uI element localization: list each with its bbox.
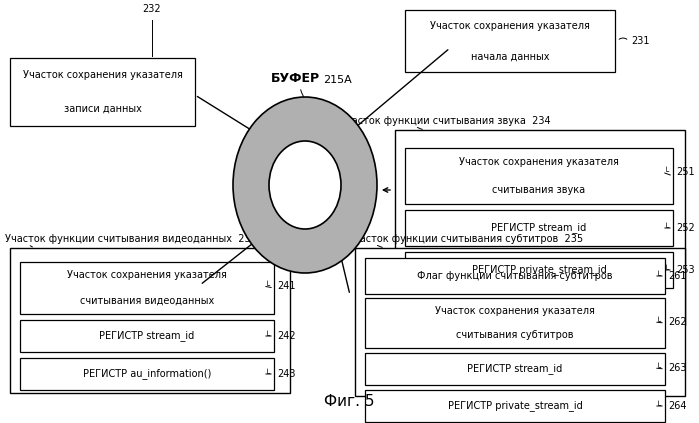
Text: 263: 263 — [668, 363, 686, 373]
Text: Участок функции считывания субтитров  235: Участок функции считывания субтитров 235 — [348, 234, 583, 244]
Text: РЕГИСТР private_stream_id: РЕГИСТР private_stream_id — [472, 264, 606, 275]
Text: └: └ — [656, 363, 661, 373]
Text: Участок сохранения указателя: Участок сохранения указателя — [435, 305, 595, 316]
Text: └: └ — [265, 370, 270, 379]
Text: 251: 251 — [676, 167, 695, 177]
Text: └: └ — [265, 281, 270, 291]
Text: Участок сохранения указателя: Участок сохранения указателя — [67, 270, 227, 280]
Text: └: └ — [656, 401, 661, 410]
Bar — [405, 10, 615, 72]
Bar — [20, 320, 274, 352]
Text: считывания звука: считывания звука — [492, 185, 586, 195]
Text: РЕГИСТР private_stream_id: РЕГИСТР private_stream_id — [447, 401, 582, 412]
Bar — [405, 210, 673, 246]
Text: РЕГИСТР stream_id: РЕГИСТР stream_id — [99, 330, 194, 341]
Bar — [365, 390, 665, 422]
Ellipse shape — [269, 141, 341, 229]
Text: 242: 242 — [277, 331, 296, 341]
Bar — [20, 262, 274, 314]
Text: БУФЕР: БУФЕР — [271, 72, 319, 85]
Text: └: └ — [656, 318, 661, 327]
Text: └: └ — [656, 272, 661, 280]
Ellipse shape — [233, 97, 377, 273]
Text: 264: 264 — [668, 401, 686, 411]
Text: └: └ — [265, 332, 270, 341]
Bar — [20, 358, 274, 390]
Text: Флаг функции считывания субтитров: Флаг функции считывания субтитров — [417, 271, 613, 281]
Bar — [405, 252, 673, 288]
Bar — [365, 353, 665, 385]
Bar — [365, 258, 665, 294]
Text: 261: 261 — [668, 271, 686, 281]
Text: записи данных: записи данных — [64, 104, 141, 114]
Bar — [10, 248, 290, 393]
Text: └: └ — [664, 266, 669, 275]
Text: Фиг. 5: Фиг. 5 — [324, 394, 375, 409]
Text: считывания видеоданных: считывания видеоданных — [80, 296, 214, 306]
Text: └: └ — [664, 223, 669, 233]
Text: 253: 253 — [676, 265, 695, 275]
Text: Участок функции считывания видеоданных  233: Участок функции считывания видеоданных 2… — [5, 234, 257, 244]
Text: РЕГИСТР au_information(): РЕГИСТР au_information() — [82, 368, 211, 379]
Text: 215A: 215A — [323, 75, 352, 85]
Text: └: └ — [664, 168, 669, 176]
Text: 231: 231 — [631, 36, 649, 46]
Text: Участок сохранения указателя: Участок сохранения указателя — [22, 70, 182, 80]
Text: 241: 241 — [277, 281, 296, 291]
Text: 243: 243 — [277, 369, 296, 379]
Bar — [355, 248, 685, 396]
Text: начала данных: начала данных — [470, 52, 549, 61]
Text: 232: 232 — [143, 4, 161, 14]
Bar — [365, 298, 665, 348]
Bar — [10, 58, 195, 126]
Text: 262: 262 — [668, 317, 686, 327]
Text: РЕГИСТР stream_id: РЕГИСТР stream_id — [491, 222, 586, 233]
Bar — [405, 148, 673, 204]
Text: Участок сохранения указателя: Участок сохранения указателя — [459, 157, 619, 167]
Text: Участок сохранения указателя: Участок сохранения указателя — [430, 20, 590, 30]
Bar — [395, 130, 685, 325]
Text: 252: 252 — [676, 223, 695, 233]
Text: Участок функции считывания звука  234: Участок функции считывания звука 234 — [340, 116, 551, 126]
Text: считывания субтитров: считывания субтитров — [456, 330, 574, 341]
Text: РЕГИСТР stream_id: РЕГИСТР stream_id — [468, 363, 563, 374]
